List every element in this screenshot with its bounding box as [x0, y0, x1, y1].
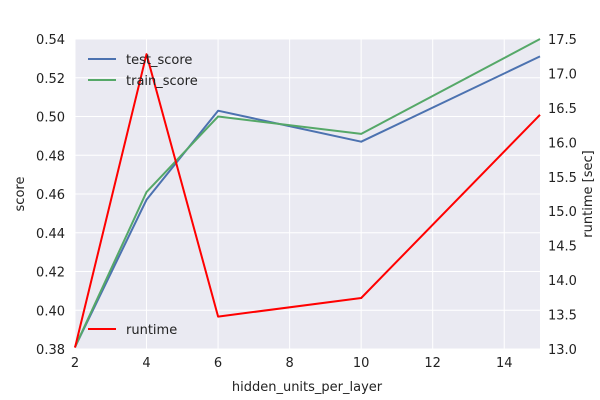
- y2-tick-labels: 13.0 13.5 14.0 14.5 15.0 15.5 16.0 16.5 17.0 17.5: [548, 33, 577, 358]
- y-tick-label: 0.54: [36, 33, 65, 48]
- legend-top-left: test_score train_score: [88, 53, 198, 89]
- series-line-test-score: [74, 55, 541, 348]
- y-tick-label: 0.40: [36, 304, 65, 319]
- y2-tick-label: 14.0: [548, 274, 577, 289]
- y2-tick-label: 17.5: [548, 33, 577, 48]
- y-tick-label: 0.44: [36, 227, 65, 242]
- x-tick-label: 6: [214, 356, 222, 371]
- series-line-train-score: [74, 38, 541, 348]
- x-axis-label: hidden_units_per_layer: [232, 380, 383, 395]
- x-tick-label: 14: [496, 356, 513, 371]
- y-tick-label: 0.42: [36, 266, 65, 281]
- y-axis-label: score: [13, 177, 28, 212]
- y-tick-label: 0.48: [36, 149, 65, 164]
- x-tick-label: 10: [353, 356, 370, 371]
- x-tick-label: 12: [424, 356, 441, 371]
- y2-tick-label: 17.0: [548, 67, 577, 82]
- y-tick-label: 0.50: [36, 111, 65, 126]
- y-tick-labels: 0.38 0.40 0.42 0.44 0.46 0.48 0.50 0.52 0.54: [36, 33, 65, 358]
- x-tick-label: 8: [285, 356, 293, 371]
- y2-axis-label: runtime [sec]: [581, 150, 596, 237]
- y2-tick-label: 13.5: [548, 309, 577, 324]
- y2-tick-label: 15.5: [548, 171, 577, 186]
- legend-bottom-left: runtime: [88, 323, 177, 338]
- y-tick-label: 0.52: [36, 72, 65, 87]
- legend-label-train-score: train_score: [126, 74, 198, 89]
- y2-tick-label: 15.0: [548, 205, 577, 220]
- y2-tick-label: 14.5: [548, 240, 577, 255]
- y-tick-label: 0.46: [36, 188, 65, 203]
- y2-tick-label: 16.5: [548, 102, 577, 117]
- x-tick-label: 2: [71, 356, 79, 371]
- x-tick-labels: 2 4 6 8 10 12 14: [71, 356, 513, 371]
- y2-tick-label: 13.0: [548, 343, 577, 358]
- x-tick-label: 4: [142, 356, 150, 371]
- y2-tick-label: 16.0: [548, 136, 577, 151]
- y-tick-label: 0.38: [36, 343, 65, 358]
- legend-label-test-score: test_score: [126, 53, 192, 68]
- series-line-runtime: [74, 53, 541, 348]
- grid-lines: [74, 38, 540, 350]
- legend-label-runtime: runtime: [126, 323, 177, 338]
- series-lines: [74, 38, 541, 348]
